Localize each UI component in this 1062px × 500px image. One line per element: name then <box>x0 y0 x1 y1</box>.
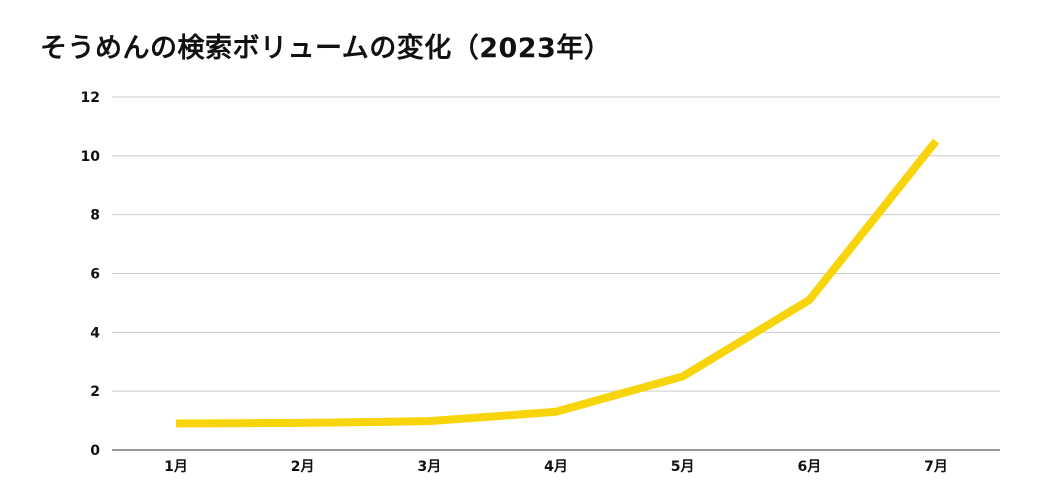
y-tick-label: 0 <box>90 443 100 459</box>
x-tick-label: 6月 <box>797 459 821 475</box>
y-tick-label: 8 <box>90 208 100 224</box>
x-tick-label: 5月 <box>671 459 695 475</box>
y-tick-label: 6 <box>90 267 100 283</box>
y-tick-label: 12 <box>81 90 100 106</box>
x-tick-label: 4月 <box>544 459 568 475</box>
x-axis-ticks: 1月 2月 3月 4月 5月 6月 7月 <box>164 459 948 475</box>
x-tick-label: 1月 <box>164 459 188 475</box>
gridlines <box>112 96 1000 451</box>
y-tick-label: 2 <box>90 384 100 400</box>
x-tick-label: 3月 <box>417 459 441 475</box>
y-axis-ticks: 0 2 4 6 8 10 12 <box>81 90 101 459</box>
chart-title: そうめんの検索ボリュームの変化（2023年） <box>40 33 612 64</box>
x-tick-label: 2月 <box>291 459 315 475</box>
y-tick-label: 10 <box>81 149 101 165</box>
y-tick-label: 4 <box>90 325 100 341</box>
x-tick-label: 7月 <box>924 459 948 475</box>
series-line <box>175 138 940 428</box>
series-group <box>175 138 940 428</box>
